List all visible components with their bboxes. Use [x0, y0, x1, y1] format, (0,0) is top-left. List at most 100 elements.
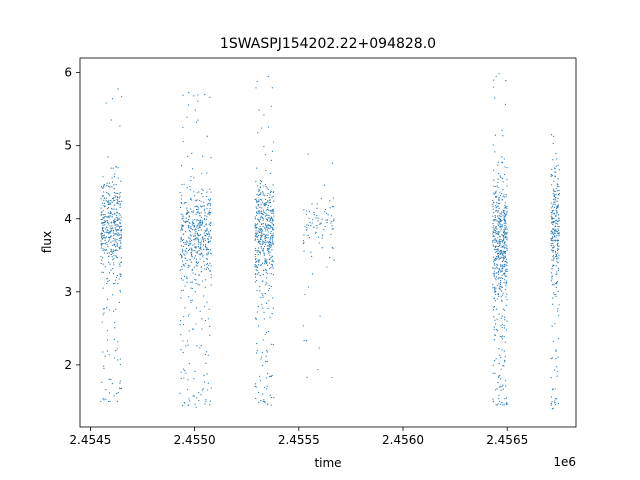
- data-point: [120, 242, 122, 244]
- data-point: [307, 224, 310, 226]
- data-point: [194, 229, 196, 231]
- data-point: [500, 277, 502, 279]
- data-point: [503, 194, 505, 196]
- data-point: [553, 206, 555, 208]
- data-point: [112, 259, 114, 261]
- data-point: [104, 215, 106, 217]
- data-point: [190, 228, 192, 230]
- data-point: [202, 256, 204, 258]
- data-point: [268, 299, 270, 302]
- data-point: [557, 197, 559, 200]
- data-point: [271, 313, 273, 315]
- data-point: [200, 248, 202, 251]
- data-point: [497, 293, 499, 295]
- data-point: [497, 256, 500, 258]
- data-point: [256, 269, 258, 271]
- data-point: [119, 125, 121, 127]
- data-point: [107, 230, 109, 232]
- data-point: [499, 403, 502, 405]
- data-point: [558, 229, 560, 231]
- data-point: [120, 275, 122, 277]
- data-point: [269, 226, 271, 228]
- data-point: [505, 235, 507, 237]
- data-point: [182, 289, 184, 291]
- data-point: [258, 231, 260, 234]
- data-point: [114, 194, 116, 197]
- data-point: [255, 214, 258, 216]
- data-point: [306, 210, 308, 212]
- data-point: [552, 340, 554, 342]
- data-point: [557, 252, 559, 254]
- data-point: [102, 308, 104, 310]
- data-point: [106, 191, 108, 194]
- data-point: [323, 228, 325, 231]
- data-point: [114, 279, 117, 281]
- data-point: [190, 261, 193, 263]
- data-point: [265, 241, 267, 243]
- data-point: [502, 215, 504, 217]
- data-point: [497, 245, 500, 248]
- data-point: [311, 203, 313, 205]
- data-point: [115, 216, 117, 218]
- data-point: [198, 229, 200, 232]
- data-point: [200, 266, 203, 268]
- data-point: [202, 196, 204, 198]
- data-point: [103, 237, 105, 239]
- data-point: [254, 247, 257, 249]
- data-point: [496, 329, 499, 332]
- data-point: [108, 232, 110, 234]
- data-point: [551, 278, 553, 280]
- data-point: [202, 205, 204, 207]
- data-point: [112, 167, 114, 169]
- data-point: [262, 192, 264, 194]
- data-point: [195, 264, 197, 266]
- data-point: [113, 184, 115, 186]
- data-point: [207, 354, 209, 356]
- data-point: [257, 260, 259, 262]
- data-point: [492, 244, 494, 246]
- data-point: [493, 316, 495, 318]
- data-point: [500, 356, 502, 358]
- data-point: [501, 286, 503, 288]
- data-point: [181, 183, 183, 186]
- data-point: [104, 224, 106, 226]
- data-point: [321, 218, 323, 220]
- data-point: [194, 246, 196, 248]
- data-point: [498, 197, 500, 199]
- data-point: [499, 378, 502, 380]
- data-point: [109, 400, 111, 403]
- data-point: [324, 184, 326, 186]
- data-point: [501, 338, 503, 340]
- data-point: [270, 343, 272, 345]
- data-point: [182, 233, 184, 235]
- data-point: [266, 245, 268, 247]
- data-point: [505, 281, 508, 284]
- data-point: [504, 289, 507, 291]
- data-point: [188, 330, 190, 332]
- data-point: [498, 73, 500, 75]
- data-point: [498, 258, 500, 260]
- data-point: [258, 235, 260, 237]
- data-point: [553, 195, 555, 198]
- data-point: [112, 213, 114, 216]
- data-point: [101, 271, 103, 273]
- data-point: [191, 256, 193, 258]
- data-point: [499, 218, 501, 220]
- data-point: [259, 194, 261, 196]
- data-point: [207, 238, 209, 240]
- data-point: [270, 230, 272, 233]
- data-point: [117, 229, 119, 231]
- data-point: [115, 255, 117, 257]
- data-point: [262, 339, 264, 341]
- data-point: [497, 205, 499, 208]
- data-point: [196, 211, 198, 214]
- data-point: [318, 242, 320, 244]
- data-point: [492, 79, 495, 81]
- data-point: [260, 192, 262, 194]
- data-point: [196, 199, 198, 201]
- data-point: [553, 292, 555, 294]
- data-point: [199, 221, 202, 223]
- data-point: [558, 169, 560, 171]
- data-point: [188, 215, 190, 217]
- data-point: [501, 326, 503, 329]
